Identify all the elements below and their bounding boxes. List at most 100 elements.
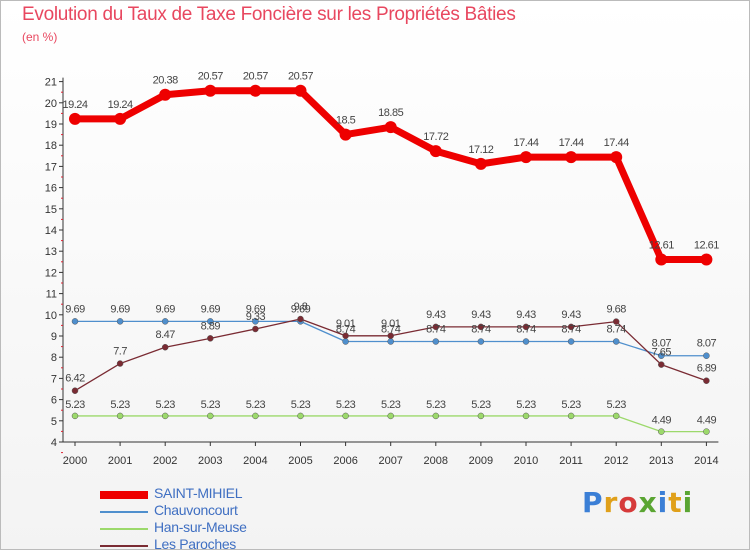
data-label: 8.89: [201, 320, 221, 332]
data-point: [342, 332, 349, 340]
data-label: 17.12: [468, 144, 493, 156]
data-point: [567, 412, 575, 420]
data-label: 19.24: [62, 99, 87, 111]
data-label: 8.74: [381, 324, 401, 336]
data-label: 20.57: [288, 71, 313, 83]
data-label: 9.43: [561, 309, 581, 321]
x-tick-label: 2007: [378, 455, 402, 467]
data-label: 9.43: [516, 309, 536, 321]
data-label: 17.44: [513, 137, 538, 149]
data-label: 5.23: [561, 399, 581, 411]
data-point: [71, 318, 79, 325]
data-point: [612, 412, 620, 420]
x-tick-label: 2014: [694, 455, 718, 467]
y-tick-label: 7: [51, 373, 57, 385]
y-tick-label: 14: [45, 225, 57, 237]
y-tick-label: 4: [51, 437, 57, 449]
y-tick-label: 21: [45, 77, 57, 89]
y-tick-label: 12: [45, 267, 57, 279]
legend-label: Les Paroches: [154, 536, 237, 552]
data-label: 9.69: [65, 303, 85, 315]
data-label: 6.89: [697, 363, 717, 375]
data-point: [252, 318, 259, 325]
data-point: [161, 412, 169, 420]
data-point: [249, 84, 262, 97]
legend-swatch: [100, 511, 148, 513]
data-point: [387, 332, 394, 340]
data-point: [610, 151, 623, 164]
data-point: [294, 84, 307, 97]
data-point: [207, 412, 214, 420]
data-point: [69, 112, 81, 125]
data-point: [71, 387, 79, 394]
data-point: [161, 343, 169, 351]
legend-label: SAINT-MIHIEL: [154, 485, 243, 501]
data-label: 12.61: [694, 239, 719, 251]
data-label: 9.01: [336, 318, 356, 330]
data-point: [612, 318, 620, 325]
data-point: [703, 352, 710, 359]
data-label: 17.44: [559, 137, 584, 149]
data-label: 9.69: [110, 303, 130, 315]
chart-unit-label: (en %): [22, 30, 58, 44]
y-tick-label: 16: [45, 183, 57, 195]
y-tick-label: 9: [51, 331, 57, 343]
data-point: [116, 412, 124, 420]
x-tick-label: 2013: [649, 455, 673, 467]
y-tick-label: 10: [45, 310, 57, 322]
data-point: [114, 112, 127, 125]
data-point: [432, 338, 440, 345]
chart-title: Evolution du Taux de Taxe Foncière sur l…: [22, 4, 516, 25]
proxiti-logo: Proxiti: [582, 486, 694, 519]
data-label: 5.23: [110, 399, 130, 411]
data-point: [116, 360, 124, 367]
data-point: [658, 361, 665, 368]
data-label: 8.07: [652, 338, 672, 350]
data-label: 5.23: [381, 399, 401, 411]
data-point: [432, 323, 440, 331]
data-label: 9.43: [471, 309, 491, 321]
x-tick-label: 2012: [604, 455, 628, 467]
data-point: [207, 318, 214, 325]
y-tick-label: 13: [45, 246, 57, 258]
data-label: 5.23: [246, 399, 266, 411]
data-label: 5.23: [516, 399, 536, 411]
data-point: [655, 253, 668, 266]
legend-swatch: [100, 545, 148, 547]
legend-swatch: [100, 528, 148, 530]
x-tick-label: 2008: [424, 455, 448, 467]
data-label: 5.23: [155, 399, 175, 411]
data-label: 9.33: [246, 311, 266, 323]
data-point: [161, 318, 169, 325]
data-label: 17.44: [604, 137, 629, 149]
data-point: [567, 338, 575, 345]
data-point: [252, 325, 259, 333]
data-label: 8.74: [336, 324, 356, 336]
data-label: 18.85: [378, 107, 403, 119]
y-tick-label: 15: [45, 204, 57, 216]
y-tick-label: 5: [51, 416, 57, 428]
y-tick-label: 19: [45, 119, 57, 131]
data-label: 9.01: [381, 318, 401, 330]
data-point: [612, 338, 620, 345]
data-label: 8.74: [561, 324, 581, 336]
y-tick-label: 20: [45, 98, 57, 110]
legend-label: Chauvoncourt: [154, 502, 238, 518]
data-point: [522, 323, 530, 331]
data-point: [342, 338, 349, 345]
data-point: [658, 352, 665, 359]
x-tick-label: 2010: [514, 455, 538, 467]
legend-item: SAINT-MIHIEL: [100, 485, 360, 503]
data-label: 5.23: [201, 399, 221, 411]
data-point: [429, 145, 442, 158]
data-point: [297, 315, 304, 323]
data-label: 8.47: [155, 329, 175, 341]
y-tick-label: 8: [51, 352, 57, 364]
data-label: 7.7: [113, 346, 127, 358]
data-point: [207, 335, 214, 342]
data-point: [703, 377, 710, 384]
x-tick-label: 2003: [198, 455, 222, 467]
data-point: [703, 428, 710, 435]
data-point: [474, 157, 487, 170]
